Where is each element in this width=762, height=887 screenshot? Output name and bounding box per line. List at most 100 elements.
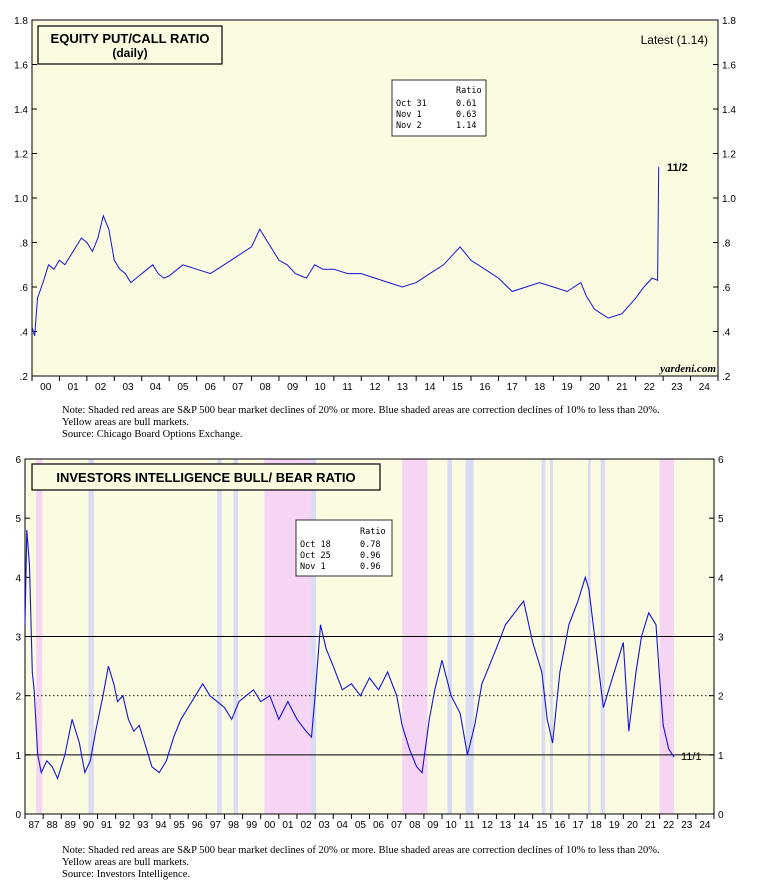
x-tick-label: 02	[300, 820, 312, 831]
x-tick-label: 19	[609, 820, 621, 831]
x-tick-label: 00	[264, 820, 276, 831]
end-annotation: 11/2	[667, 162, 688, 174]
inset-table-header: Ratio	[456, 86, 482, 96]
y-tick-label-left: 1.6	[14, 61, 28, 72]
x-tick-label: 01	[282, 820, 294, 831]
x-tick-label: 07	[391, 820, 403, 831]
x-tick-label: 19	[562, 382, 574, 393]
x-tick-label: 16	[554, 820, 566, 831]
x-tick-label: 06	[373, 820, 385, 831]
source-credit: yardeni.com	[658, 363, 716, 375]
inset-row-value: 0.96	[360, 551, 380, 561]
inset-row-date: Oct 25	[300, 551, 331, 561]
note-line: Source: Chicago Board Options Exchange.	[62, 429, 243, 440]
y-tick-label-right: 1.0	[722, 194, 736, 205]
y-tick-label-right: 2	[718, 692, 724, 703]
x-tick-label: 11	[464, 820, 475, 831]
bull-bear-series-line	[24, 529, 675, 781]
x-tick-label: 11	[342, 382, 353, 393]
y-tick-label-right: 1.8	[722, 16, 736, 27]
x-tick-label: 12	[369, 382, 381, 393]
x-tick-label: 00	[40, 382, 52, 393]
y-tick-label-right: .2	[722, 372, 731, 383]
x-tick-label: 23	[671, 382, 683, 393]
y-tick-label-right: 1.6	[722, 61, 736, 72]
note-line: Yellow areas are bull markets.	[62, 857, 189, 868]
x-tick-label: 98	[228, 820, 240, 831]
y-tick-label-left: .4	[20, 328, 29, 339]
x-tick-label: 13	[397, 382, 409, 393]
chart-subtitle: (daily)	[112, 46, 147, 60]
y-tick-label-left: 6	[15, 455, 21, 466]
inset-row-value: 0.96	[360, 562, 380, 572]
put-call-ratio-chart: .2 .4 .6 .8 1.0 1.2 1.4 1.6 1.8 .2 .4 .6 .8 1.0 1.2 1.…	[14, 16, 736, 393]
inset-table-header: Ratio	[360, 527, 386, 537]
y-tick-label-right: 3	[718, 633, 724, 644]
x-tick-label: 87	[29, 820, 41, 831]
y-tick-label-right: 6	[718, 455, 724, 466]
x-tick-label: 24	[699, 820, 711, 831]
x-tick-label: 07	[232, 382, 244, 393]
title-box: INVESTORS INTELLIGENCE BULL/ BEAR RATIO	[31, 463, 381, 491]
y-tick-label-right: 4	[718, 573, 724, 584]
x-tick-label: 17	[572, 820, 584, 831]
x-tick-label: 05	[177, 382, 189, 393]
y-tick-label-left: 1.8	[14, 16, 28, 27]
end-annotation: 11/1	[681, 751, 702, 763]
x-tick-label: 10	[446, 820, 458, 831]
y-tick-label-left: 2	[15, 692, 21, 703]
inset-row-date: Oct 18	[300, 540, 331, 550]
y-tick-label-left: 1	[15, 751, 21, 762]
y-tick-label-left: 3	[15, 633, 21, 644]
y-tick-label-left: .8	[20, 239, 29, 250]
x-tick-label: 05	[355, 820, 367, 831]
chart-title: INVESTORS INTELLIGENCE BULL/ BEAR RATIO	[56, 470, 355, 485]
y-tick-label-left: 0	[15, 810, 21, 821]
x-tick-label: 97	[210, 820, 222, 831]
x-tick-label: 94	[155, 820, 167, 831]
put-call-notes: Note: Shaded red areas are S&P 500 bear …	[62, 405, 660, 441]
y-tick-label-right: 1.2	[722, 150, 736, 161]
inset-row-date: Nov 1	[300, 562, 326, 572]
inset-table: Ratio Oct 18 0.78 Oct 25 0.96 Nov 1 0.96	[295, 519, 393, 577]
y-tick-label-right: 1	[718, 751, 724, 762]
x-tick-label: 18	[534, 382, 546, 393]
x-tick-label: 20	[627, 820, 639, 831]
x-tick-label: 91	[101, 820, 113, 831]
x-tick-label: 04	[337, 820, 349, 831]
x-tick-label: 21	[645, 820, 657, 831]
x-tick-label: 99	[246, 820, 258, 831]
y-tick-label-right: .8	[722, 239, 731, 250]
y-tick-label-left: 1.2	[14, 150, 28, 161]
note-line: Note: Shaded red areas are S&P 500 bear …	[62, 405, 660, 416]
y-tick-label-left: 4	[15, 573, 21, 584]
y-tick-label-left: 5	[15, 514, 21, 525]
x-tick-label: 21	[616, 382, 628, 393]
note-line: Note: Shaded red areas are S&P 500 bear …	[62, 845, 660, 856]
inset-row-date: Nov 1	[396, 110, 422, 120]
x-tick-label: 22	[644, 382, 656, 393]
note-line: Yellow areas are bull markets.	[62, 417, 189, 428]
inset-row-date: Oct 31	[396, 99, 427, 109]
x-tick-label: 14	[518, 820, 530, 831]
x-tick-label: 88	[47, 820, 59, 831]
put-call-series-line	[31, 166, 660, 337]
x-tick-label: 23	[681, 820, 693, 831]
x-tick-label: 22	[663, 820, 675, 831]
note-line: Source: Investors Intelligence.	[62, 869, 190, 880]
x-tick-label: 13	[500, 820, 512, 831]
x-tick-label: 03	[122, 382, 134, 393]
x-tick-label: 10	[315, 382, 327, 393]
latest-label: Latest (1.14)	[641, 33, 708, 47]
x-tick-label: 14	[424, 382, 436, 393]
x-tick-label: 93	[137, 820, 149, 831]
x-tick-label: 04	[150, 382, 162, 393]
x-tick-label: 15	[452, 382, 464, 393]
y-tick-label-right: .4	[722, 328, 731, 339]
x-tick-label: 90	[83, 820, 95, 831]
x-tick-label: 09	[287, 382, 299, 393]
y-tick-label-left: 1.4	[14, 105, 28, 116]
bull-bear-notes: Note: Shaded red areas are S&P 500 bear …	[62, 845, 660, 881]
x-tick-label: 95	[174, 820, 186, 831]
